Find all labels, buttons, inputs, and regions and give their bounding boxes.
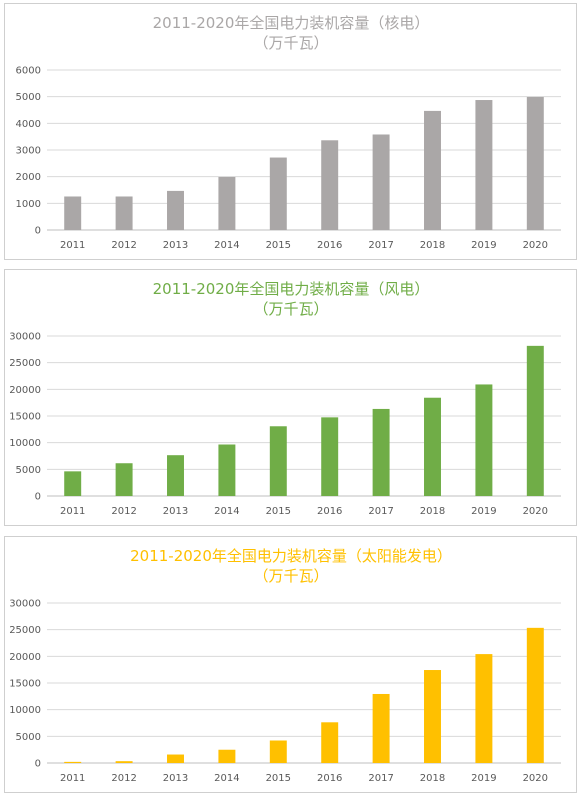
y-tick-label: 2000 [16,172,41,183]
bar [424,397,441,496]
x-tick-label: 2014 [214,506,239,517]
x-tick-label: 2015 [266,240,291,251]
x-tick-label: 2017 [368,506,393,517]
bar [269,157,287,230]
bar [526,96,544,231]
bar [424,670,441,763]
y-tick-label: 5000 [16,465,41,476]
x-tick-label: 2013 [163,773,188,784]
y-tick-label: 0 [35,226,41,237]
y-tick-label: 3000 [16,146,41,157]
x-tick-label: 2012 [111,773,136,784]
bar [475,654,493,763]
x-tick-label: 2017 [368,773,393,784]
bar [218,444,236,496]
bar [64,471,82,496]
y-tick-label: 25000 [9,358,41,369]
y-tick-label: 20000 [9,385,41,396]
x-tick-label: 2019 [471,506,496,517]
x-tick-label: 2016 [317,240,342,251]
chart-title: 2011-2020年全国电力装机容量（核电） [153,14,430,32]
bar [218,176,236,230]
x-tick-label: 2018 [420,506,445,517]
bar [269,740,287,763]
bar [372,693,390,763]
bar [321,722,339,763]
chart-panel-wind: 2011-2020年全国电力装机容量（风电） （万千瓦） 0 5000 10000 150… [4,269,577,526]
y-tick-label: 0 [35,492,41,503]
y-tick-label: 30000 [9,599,41,610]
y-tick-label: 25000 [9,625,41,636]
bar [372,134,390,230]
bar [321,140,339,230]
chart-svg-wind: 2011-2020年全国电力装机容量（风电） （万千瓦） 0 5000 10000 150… [9,280,561,517]
chart-svg-solar: 2011-2020年全国电力装机容量（太阳能发电） （万千瓦） 0 5000 10000… [9,547,561,784]
chart-subtitle: （万千瓦） [253,300,328,318]
x-tick-label: 2020 [523,506,548,517]
chart-svg-nuclear: 2011-2020年全国电力装机容量（核电） （万千瓦） 0 1000 2000 3000… [16,14,561,251]
bar [526,345,544,496]
bar [115,761,133,763]
chart-panel-nuclear: 2011-2020年全国电力装机容量（核电） （万千瓦） 0 1000 2000 3000… [4,3,577,260]
y-tick-label: 10000 [9,705,41,716]
chart-title: 2011-2020年全国电力装机容量（太阳能发电） [130,547,452,565]
y-tick-label: 1000 [16,199,41,210]
chart-subtitle: （万千瓦） [253,34,328,52]
x-tick-label: 2012 [111,240,136,251]
y-tick-label: 4000 [16,119,41,130]
x-tick-label: 2012 [111,506,136,517]
bar [115,463,133,496]
bar [424,110,441,230]
y-tick-label: 30000 [9,332,41,343]
x-tick-label: 2014 [214,240,239,251]
bar [167,190,184,230]
x-tick-label: 2015 [266,773,291,784]
bar [321,417,339,496]
x-tick-label: 2018 [420,773,445,784]
y-tick-label: 15000 [9,412,41,423]
x-tick-label: 2011 [60,240,85,251]
bar [64,196,82,230]
x-tick-label: 2016 [317,773,342,784]
x-tick-label: 2019 [471,240,496,251]
bar [167,754,184,763]
x-tick-label: 2013 [163,506,188,517]
x-tick-label: 2013 [163,240,188,251]
x-tick-label: 2015 [266,506,291,517]
y-tick-label: 0 [35,759,41,770]
bar [372,408,390,496]
chart-title: 2011-2020年全国电力装机容量（风电） [153,280,430,298]
y-tick-label: 5000 [16,732,41,743]
x-tick-label: 2016 [317,506,342,517]
x-tick-label: 2020 [523,240,548,251]
bar [64,761,82,763]
y-tick-label: 5000 [16,92,41,103]
bar [167,455,184,496]
bar [475,384,493,496]
y-tick-label: 15000 [9,679,41,690]
x-tick-label: 2018 [420,240,445,251]
chart-panel-solar: 2011-2020年全国电力装机容量（太阳能发电） （万千瓦） 0 5000 10000… [4,536,577,793]
x-tick-label: 2011 [60,773,85,784]
bar [218,749,236,763]
bar [269,426,287,496]
x-tick-label: 2017 [368,240,393,251]
y-tick-label: 20000 [9,652,41,663]
y-tick-label: 10000 [9,438,41,449]
x-tick-label: 2019 [471,773,496,784]
x-tick-label: 2014 [214,773,239,784]
bar [115,196,133,230]
x-tick-label: 2011 [60,506,85,517]
y-tick-label: 6000 [16,66,41,77]
x-tick-label: 2020 [523,773,548,784]
chart-subtitle: （万千瓦） [253,567,328,585]
bar [526,627,544,763]
bar [475,100,493,230]
